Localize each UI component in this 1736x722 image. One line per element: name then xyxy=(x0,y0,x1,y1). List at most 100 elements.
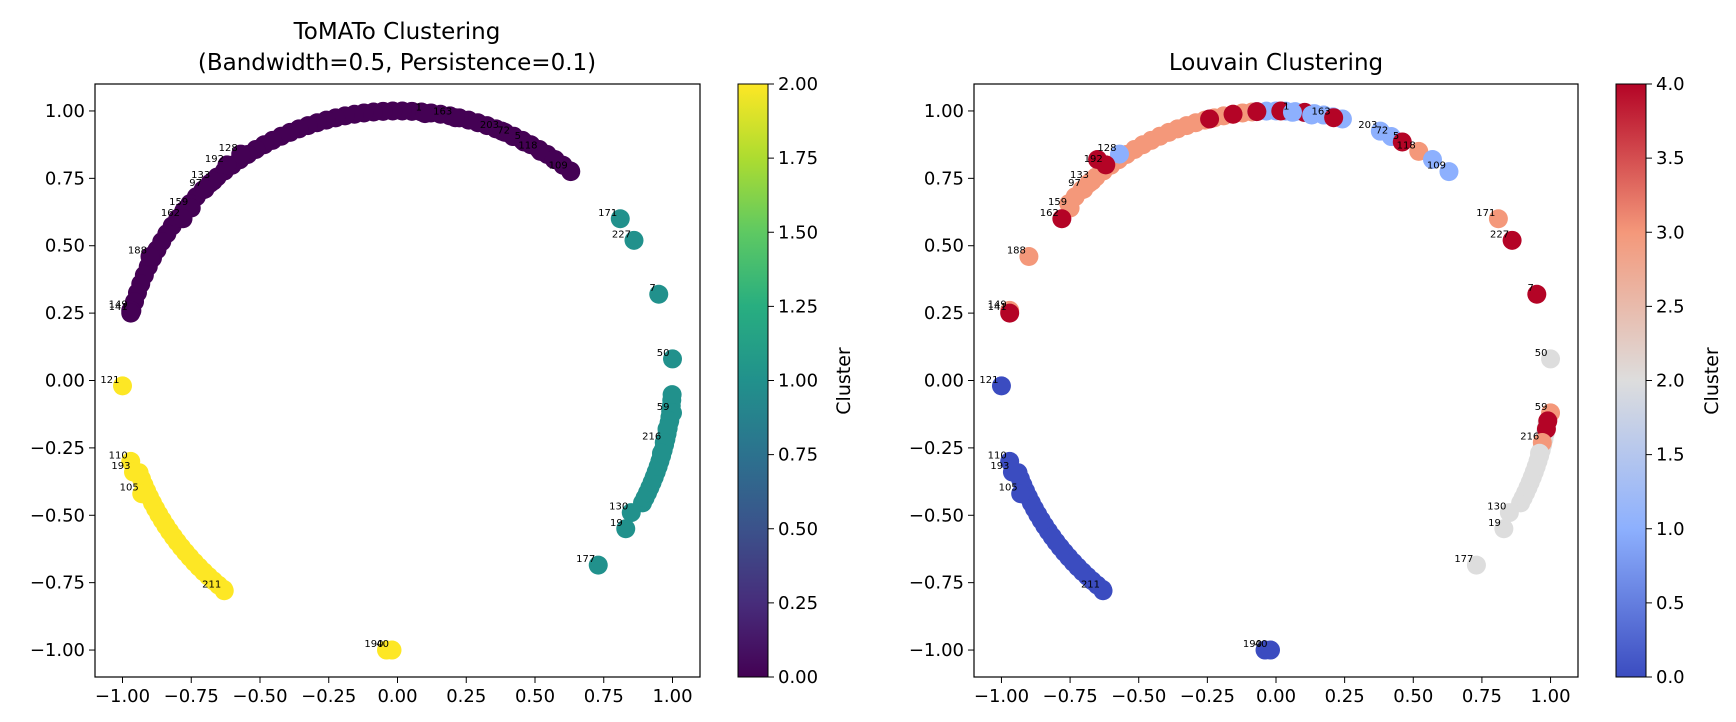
point-label: 72 xyxy=(1376,126,1389,137)
scatter-point xyxy=(173,209,193,229)
point-label: 7 xyxy=(649,283,655,294)
scatter-point xyxy=(624,230,644,250)
point-label: 7 xyxy=(1527,283,1533,294)
point-label: 149 xyxy=(109,299,128,310)
point-label: 192 xyxy=(205,154,224,165)
y-tick-label: −0.50 xyxy=(30,505,85,526)
y-tick-label: 0.75 xyxy=(924,168,964,189)
scatter-point xyxy=(113,376,132,396)
point-label: 203 xyxy=(1358,120,1377,131)
y-tick-label: 0.75 xyxy=(45,168,85,189)
point-label: 128 xyxy=(1097,143,1116,154)
point-label: 162 xyxy=(1040,208,1059,219)
y-tick-label: 0.50 xyxy=(924,236,964,257)
point-label: 19 xyxy=(1488,518,1501,529)
scatter-point xyxy=(610,209,630,229)
y-tick-label: −0.75 xyxy=(909,573,964,594)
point-label: 40 xyxy=(376,639,389,650)
scatter-point xyxy=(1282,102,1302,122)
colorbar-tick-label: 1.75 xyxy=(778,148,818,169)
point-label: 133 xyxy=(1070,170,1089,181)
colorbar-tick-label: 1.00 xyxy=(778,371,818,392)
scatter-point xyxy=(1223,104,1243,124)
scatter-point xyxy=(1019,247,1039,267)
plot-frame xyxy=(94,83,701,678)
scatter-point xyxy=(1261,640,1281,660)
scatter-point xyxy=(1247,102,1267,122)
point-label: 1 xyxy=(1283,101,1289,112)
point-label: 105 xyxy=(120,483,139,494)
colorbar-tick-label: 3.5 xyxy=(1656,148,1685,169)
point-label: 118 xyxy=(1397,140,1416,151)
scatter-point xyxy=(140,247,160,267)
scatter-point xyxy=(1499,503,1519,523)
point-label: 133 xyxy=(191,170,210,181)
y-tick-label: 0.25 xyxy=(924,303,964,324)
colorbar-tick-label: 0.00 xyxy=(778,667,818,688)
colorbar-tick-label: 0.0 xyxy=(1656,667,1685,688)
point-label: 141 xyxy=(988,302,1007,313)
scatter-point xyxy=(1530,443,1550,463)
x-tick-label: 0.75 xyxy=(1462,686,1502,707)
y-axis: 1.00 0.75 0.50 0.25 0.00 −0.25 −0.50 −0.75 −1.00 xyxy=(909,101,974,661)
colorbar xyxy=(737,83,769,678)
y-axis: 1.00 0.75 0.50 0.25 0.00 −0.25 −0.50 −0.75 −1.00 xyxy=(30,101,95,661)
point-label: 193 xyxy=(990,461,1009,472)
x-tick-label: −0.50 xyxy=(1111,686,1166,707)
point-label: 141 xyxy=(109,302,128,313)
scatter-point xyxy=(1200,109,1220,129)
y-tick-label: 0.00 xyxy=(45,371,85,392)
x-tick-label: −1.00 xyxy=(974,686,1029,707)
scatter-point xyxy=(217,155,237,175)
point-label: 227 xyxy=(1490,229,1509,240)
y-tick-label: 0.25 xyxy=(45,303,85,324)
point-label: 163 xyxy=(433,107,452,118)
colorbar-tick-label: 2.00 xyxy=(778,74,818,95)
point-label: 97 xyxy=(189,178,202,189)
point-label: 162 xyxy=(161,208,180,219)
scatter-points-group xyxy=(991,101,1561,660)
scatter-point xyxy=(1502,230,1522,250)
scatter-point xyxy=(662,385,682,405)
point-label: 192 xyxy=(1084,154,1103,165)
colorbar-tick-label: 0.75 xyxy=(778,445,818,466)
colorbar-label: Cluster xyxy=(833,347,855,415)
colorbar-tick-label: 0.50 xyxy=(778,519,818,540)
point-label: 193 xyxy=(111,461,130,472)
point-label: 1 xyxy=(416,103,422,114)
colorbar-tick-label: 2.0 xyxy=(1656,371,1685,392)
x-tick-label: −0.75 xyxy=(164,686,219,707)
y-tick-label: −0.25 xyxy=(30,438,85,459)
point-label: 130 xyxy=(1487,502,1506,513)
scatter-points-group xyxy=(113,101,682,660)
point-label: 97 xyxy=(1068,178,1081,189)
point-label: 163 xyxy=(1312,107,1331,118)
point-label: 190 xyxy=(1243,639,1262,650)
scatter-point xyxy=(445,108,465,128)
x-tick-label: 0.25 xyxy=(446,686,486,707)
point-label: 5 xyxy=(1393,131,1399,142)
scatter-point xyxy=(415,104,435,124)
scatter-point xyxy=(1541,349,1561,369)
y-tick-label: 1.00 xyxy=(45,101,85,122)
colorbar-tick-label: 0.25 xyxy=(778,593,818,614)
point-label: 50 xyxy=(1535,348,1548,359)
scatter-point xyxy=(531,141,550,161)
colorbar-tick-label: 3.0 xyxy=(1656,222,1685,243)
colorbar-tick-label: 2.5 xyxy=(1656,296,1685,317)
x-tick-label: 0.00 xyxy=(1256,686,1296,707)
x-tick-label: 0.50 xyxy=(1393,686,1433,707)
point-label: 59 xyxy=(657,402,670,413)
scatter-point xyxy=(1002,462,1022,482)
y-tick-label: −0.50 xyxy=(909,505,964,526)
x-tick-label: 1.00 xyxy=(1531,686,1571,707)
y-tick-label: 0.00 xyxy=(924,371,964,392)
scatter-point xyxy=(588,555,608,575)
point-label: 109 xyxy=(549,161,568,172)
x-tick-label: −1.00 xyxy=(95,686,150,707)
y-tick-label: −0.75 xyxy=(30,573,85,594)
tomato-clustering-chart: ToMATo Clustering (Bandwidth=0.5, Persis… xyxy=(30,19,855,707)
scatter-point xyxy=(544,149,564,169)
